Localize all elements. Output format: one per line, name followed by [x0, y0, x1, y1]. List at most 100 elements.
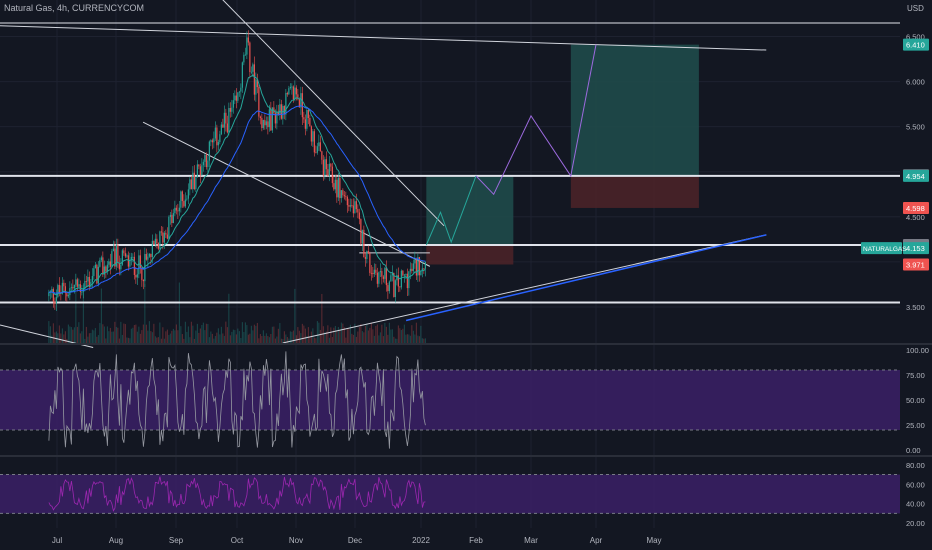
rsi-axis: 20.00 40.00 60.00 80.00 [906, 461, 925, 528]
volume-bar [94, 328, 96, 343]
candle-body [418, 257, 420, 276]
candle-body [235, 95, 237, 101]
candle-body [123, 250, 125, 254]
steep-downtrend-line[interactable] [215, 0, 445, 227]
volume-bar [351, 333, 353, 343]
volume-bar [156, 337, 158, 343]
volume-bar [342, 323, 344, 343]
candle-body [249, 42, 251, 73]
volume-bar [232, 329, 234, 343]
candle-body [259, 116, 261, 118]
volume-bar [160, 338, 162, 343]
projection-leg-2[interactable] [475, 44, 597, 196]
candle-body [73, 284, 75, 289]
candle-body [303, 117, 305, 120]
volume-bar [372, 329, 374, 343]
rsi-band [0, 474, 900, 514]
candle-body [394, 280, 396, 298]
candle-body [372, 272, 374, 275]
long-support-trendline[interactable] [282, 234, 767, 344]
candle-body [51, 289, 53, 292]
volume-bar [159, 322, 161, 343]
volume-bar [165, 331, 167, 343]
volume-bar [75, 284, 77, 343]
volume-bar [379, 332, 381, 343]
candle-body [390, 275, 392, 282]
candle-body [351, 205, 353, 206]
time-tick-label: Aug [109, 536, 123, 545]
candle-body [172, 213, 174, 224]
candle-body [399, 286, 401, 288]
candle-body [225, 112, 227, 124]
candle-body [250, 71, 252, 73]
volume-bar [312, 328, 314, 343]
candle-body [201, 165, 203, 176]
volume-bar [364, 325, 366, 343]
candle-body [391, 273, 393, 276]
candle-body [276, 111, 278, 124]
candle-body [100, 257, 102, 261]
candle-body [156, 238, 158, 244]
candle-body [78, 284, 80, 287]
candle-body [256, 79, 258, 88]
price-pane[interactable] [0, 0, 900, 348]
volume-bar [100, 288, 102, 343]
stochastic-pane[interactable] [0, 351, 900, 449]
resistance-trendline[interactable] [0, 25, 767, 51]
candle-body [319, 142, 321, 152]
candle-body [165, 232, 167, 235]
volume-bar [252, 330, 254, 343]
candle-body [292, 86, 294, 100]
volume-bar [355, 336, 357, 343]
candle-body [48, 292, 50, 297]
symbol-title: Natural Gas, 4h, CURRENCYCOM [4, 3, 144, 13]
candle-body [112, 248, 114, 252]
volume-bar [117, 327, 119, 343]
price-label-text: 3.971 [906, 260, 925, 269]
candle-body [355, 201, 357, 210]
candle-body [327, 169, 329, 177]
candle-body [393, 273, 395, 298]
candle-body [217, 142, 219, 146]
candle-body [366, 251, 368, 259]
channel-lower-line[interactable] [142, 121, 431, 267]
stoch-tick-label: 0.00 [906, 446, 921, 455]
volume-bar [138, 326, 140, 343]
volume-bar [231, 331, 233, 343]
volume-bar [133, 325, 135, 343]
rsi-pane[interactable] [0, 474, 900, 514]
candle-body [291, 86, 293, 88]
candle-body [240, 87, 242, 92]
volume-bar [337, 327, 339, 343]
volume-bar [307, 327, 309, 343]
candle-body [264, 119, 266, 126]
volume-bar [54, 332, 56, 343]
projection-path[interactable] [425, 44, 597, 246]
candle-body [396, 275, 398, 281]
volume-bar [166, 329, 168, 343]
volume-bar [73, 327, 75, 343]
candle-body [400, 270, 402, 288]
volume-bar [273, 326, 275, 343]
candle-body [282, 105, 284, 119]
candle-body [127, 255, 129, 267]
candle-body [345, 196, 347, 198]
candle-body [121, 250, 123, 265]
volume-bar [76, 326, 78, 343]
projection-leg-1[interactable] [425, 175, 477, 246]
currency-label: USD [907, 4, 924, 13]
volume-bar [148, 321, 150, 343]
volume-bar [243, 332, 245, 343]
horizontal-levels[interactable] [0, 22, 900, 304]
trendlines[interactable] [0, 0, 767, 348]
candle-body [349, 205, 351, 207]
time-axis[interactable]: Jul Aug Sep Oct Nov Dec 2022 Feb Mar Apr May [52, 536, 662, 545]
candle-body [166, 234, 168, 239]
blue-support-trendline[interactable] [405, 234, 767, 322]
candle-body [312, 131, 314, 142]
volume-bar [315, 338, 317, 343]
candle-body [384, 267, 386, 279]
volume-bar [333, 327, 335, 343]
long-position-1-stop-zone [426, 245, 514, 265]
